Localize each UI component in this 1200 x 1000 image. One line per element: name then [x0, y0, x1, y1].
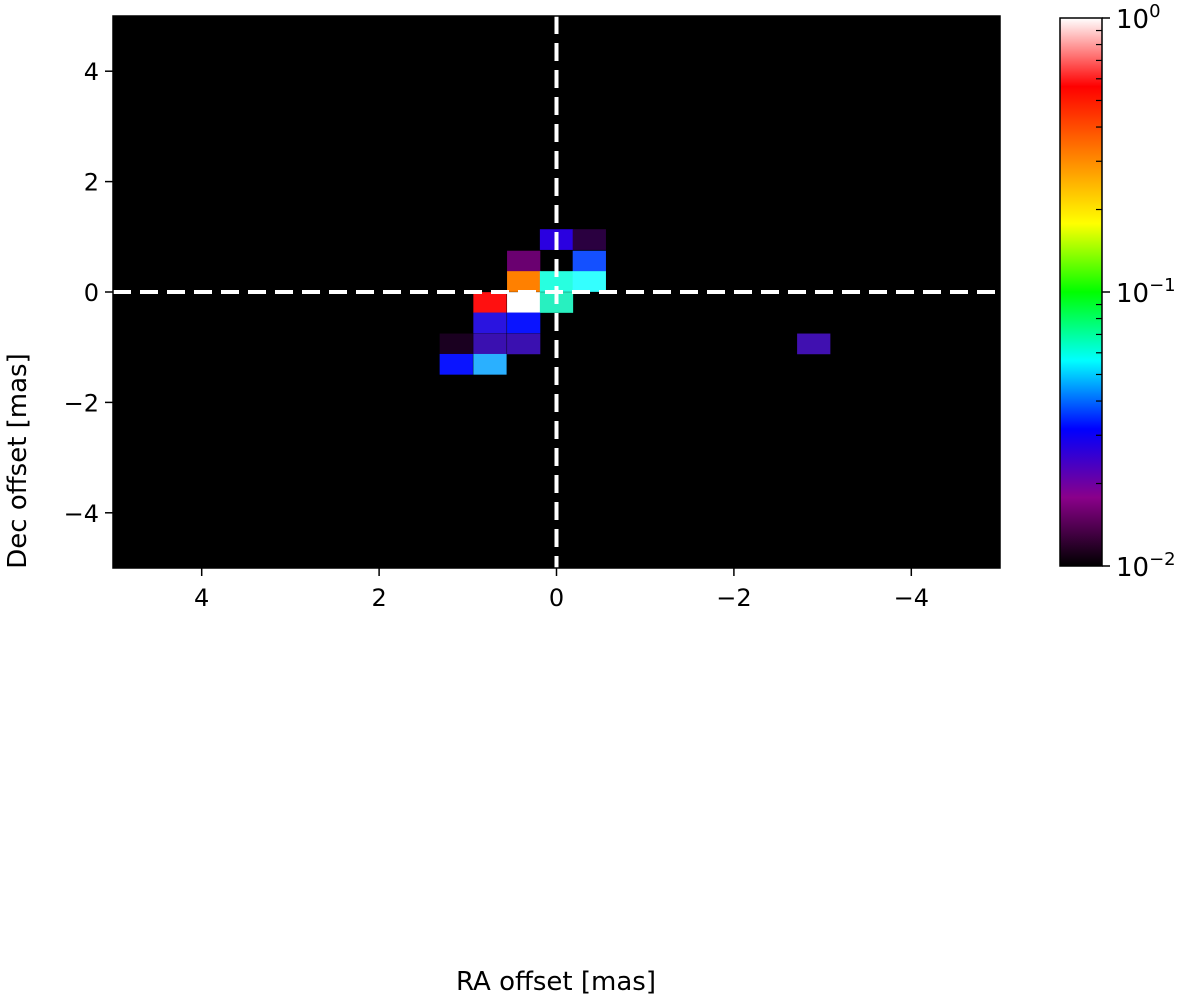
x-tick-label-0: 4: [194, 584, 209, 612]
y-axis-label: Dec offset [mas]: [3, 353, 33, 569]
x-axis-ticks: 4 2 0 −2 −4: [194, 568, 929, 612]
y-tick-label-4: −4: [64, 500, 99, 528]
heatmap-cell-10: [473, 312, 507, 334]
heatmap-cell-14: [507, 333, 541, 355]
plot-area: 4 2 0 −2 −4 4 2 0 −2 −4: [64, 15, 1001, 612]
colorbar-tick-labels: 100 10−1 10−2: [1102, 1, 1176, 583]
colorbar-gradient: [1059, 17, 1103, 567]
heatmap-cell-11: [507, 312, 541, 334]
colorbar: 100 10−1 10−2: [1059, 1, 1176, 583]
colorbar-minor-ticks: [1096, 29, 1102, 485]
heatmap-cell-12: [439, 333, 473, 355]
heatmap-cell-4: [507, 271, 541, 292]
x-tick-label-3: −2: [716, 584, 751, 612]
heatmap-cells: [439, 229, 831, 375]
heatmap-cell-5: [539, 271, 574, 292]
y-tick-label-0: 4: [84, 58, 99, 86]
heatmap-cell-17: [797, 333, 831, 355]
colorbar-tick-label-1: 10−1: [1116, 275, 1176, 309]
colorbar-tick-label-2: 10−2: [1116, 549, 1176, 583]
x-axis-label: RA offset [mas]: [456, 967, 656, 997]
heatmap-cell-2: [507, 250, 541, 272]
heatmap-cell-8: [507, 292, 541, 313]
heatmap-cell-7: [473, 292, 507, 313]
y-tick-label-1: 2: [84, 169, 99, 197]
heatmap-cell-1: [572, 229, 606, 250]
heatmap-cell-13: [473, 333, 507, 355]
x-tick-label-4: −4: [894, 584, 929, 612]
y-axis-ticks: 4 2 0 −2 −4: [64, 58, 113, 528]
x-tick-label-2: 0: [549, 584, 564, 612]
heatmap-cell-6: [572, 271, 606, 292]
y-tick-label-3: −2: [64, 389, 99, 417]
colorbar-tick-label-0: 100: [1116, 1, 1161, 35]
y-tick-label-2: 0: [84, 279, 99, 307]
heatmap-cell-3: [572, 250, 606, 272]
x-tick-label-1: 2: [371, 584, 386, 612]
heatmap-cell-15: [439, 353, 473, 375]
heatmap-cell-16: [473, 353, 507, 375]
